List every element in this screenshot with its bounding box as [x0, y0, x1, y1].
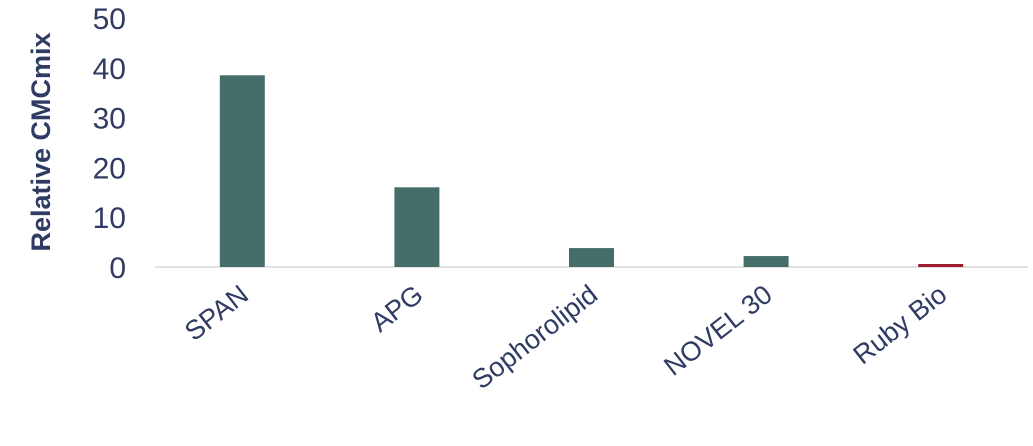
bar-novel-30: [743, 256, 789, 267]
bar-apg: [394, 187, 440, 267]
y-tick-label: 30: [93, 103, 126, 136]
y-tick-label: 50: [93, 3, 126, 36]
x-tick-label: Ruby Bio: [848, 279, 953, 370]
y-axis-label: Relative CMCmix: [26, 32, 56, 251]
y-tick-label: 0: [109, 252, 126, 285]
bar-ruby-bio: [918, 264, 964, 267]
y-tick-label: 20: [93, 152, 126, 185]
x-tick-label: SPAN: [179, 279, 254, 347]
bars-group: [219, 75, 964, 268]
x-tick-label: Sophorolipid: [466, 279, 603, 395]
y-tick-label: 40: [93, 53, 126, 86]
x-tick-label: NOVEL 30: [658, 279, 777, 381]
x-axis-ticks: SPAN APG Sophorolipid NOVEL 30 Ruby Bio: [179, 279, 952, 395]
y-axis-ticks: 0 10 20 30 40 50: [93, 3, 126, 285]
bar-sophorolipid: [569, 248, 614, 267]
bar-span: [219, 75, 265, 268]
x-tick-label: APG: [365, 279, 428, 338]
y-tick-label: 10: [93, 202, 126, 235]
